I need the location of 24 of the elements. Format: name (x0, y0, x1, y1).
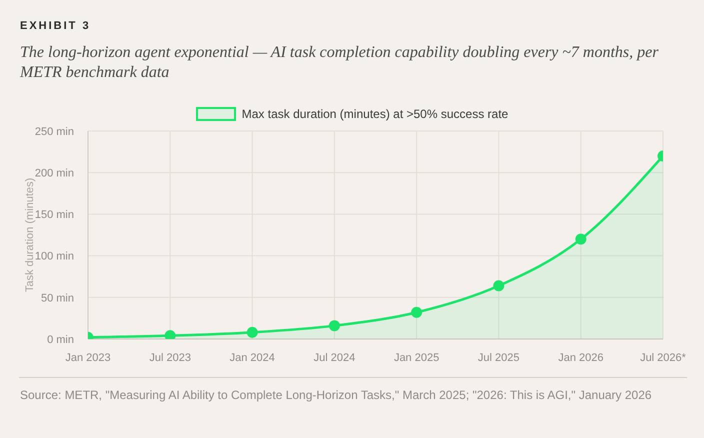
chart-subtitle: The long-horizon agent exponential — AI task completion capability doubling every ~7 months, per METR benchmark data (20, 43, 660, 83)
x-tick-label: Jan 2025 (394, 352, 440, 364)
x-tick-label: Jan 2023 (65, 352, 111, 364)
point (246, 326, 258, 338)
point (493, 280, 504, 292)
y-tick-label: 250 min (34, 126, 74, 138)
y-tick-label: 50 min (40, 292, 74, 304)
x-tick-label: Jul 2025 (478, 352, 520, 364)
y-tick-label: 0 min (47, 334, 74, 346)
y-axis-title: Task duration (minutes) (24, 178, 36, 292)
x-tick-label: Jan 2024 (230, 352, 275, 364)
y-tick-label: 150 min (34, 209, 74, 222)
x-tick-label: Jan 2026 (558, 352, 604, 364)
x-tick-label: Jul 2024 (314, 352, 356, 364)
point (411, 306, 422, 318)
y-tick-label: 200 min (34, 168, 74, 180)
chart-title: EXHIBIT 3 (20, 20, 91, 32)
point (328, 320, 340, 332)
x-tick-label: Jul 2023 (149, 352, 191, 364)
x-tick-label: Jul 2026* (640, 352, 687, 364)
source-note: Source: METR, "Measuring AI Ability to Complete Long-Horizon Tasks," March 2025; "2026: This is AGI," January 2026 (20, 387, 653, 404)
y-tick-label: 100 min (34, 250, 74, 263)
point (575, 234, 586, 245)
legend-label: Max task duration (minutes) at >50% success rate (242, 107, 508, 121)
